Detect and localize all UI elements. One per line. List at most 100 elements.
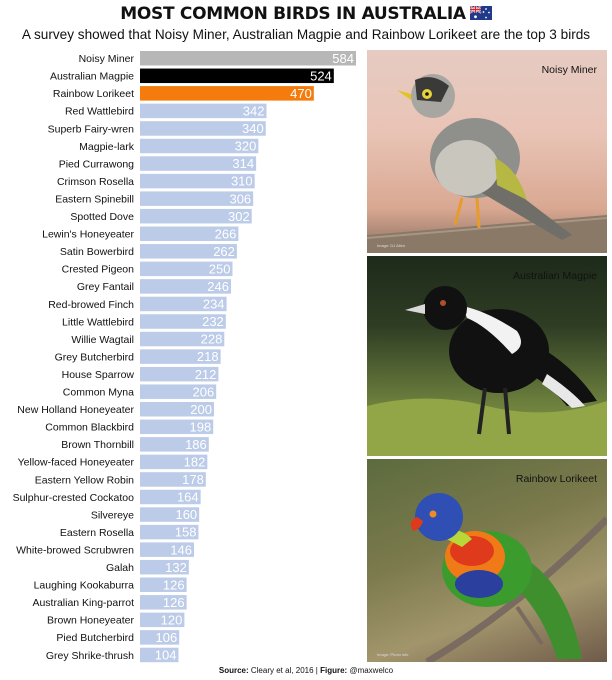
value-label: 232 xyxy=(202,314,224,329)
noisy-miner-illustration xyxy=(367,74,607,253)
category-label: Willie Wagtail xyxy=(71,334,134,346)
photo-label: Rainbow Lorikeet xyxy=(515,473,597,485)
category-label: Brown Thornbill xyxy=(61,439,134,451)
value-label: 182 xyxy=(184,455,206,470)
category-label: Galah xyxy=(106,562,134,574)
value-label: 262 xyxy=(213,244,235,259)
value-label: 198 xyxy=(190,419,212,434)
rainbow-lorikeet-illustration xyxy=(410,493,607,662)
australian-magpie-illustration xyxy=(367,286,607,456)
bar xyxy=(140,454,208,470)
bar xyxy=(140,51,356,66)
photo-credit: Image: DJ Allen xyxy=(377,243,406,248)
category-label: Silvereye xyxy=(91,509,134,521)
category-label: Pied Currawong xyxy=(59,158,134,170)
value-label: 306 xyxy=(229,191,251,206)
value-label: 160 xyxy=(175,507,197,522)
value-label: 302 xyxy=(228,209,250,224)
bar xyxy=(140,103,267,119)
bar xyxy=(140,595,187,610)
value-label: 250 xyxy=(209,261,231,276)
category-label: Spotted Dove xyxy=(70,211,134,223)
value-label: 120 xyxy=(161,612,183,627)
bar xyxy=(140,542,194,557)
value-label: 266 xyxy=(215,226,237,241)
bar xyxy=(140,577,187,592)
value-label: 200 xyxy=(190,402,212,417)
bar xyxy=(140,86,314,101)
category-label: Australian King-parrot xyxy=(32,597,134,609)
bar xyxy=(140,261,233,277)
bar xyxy=(140,612,185,628)
bar-chart: Noisy Miner 584 Australian Magpie 524 Rainbo… xyxy=(13,51,356,663)
value-label: 524 xyxy=(310,68,332,83)
photo-label: Australian Magpie xyxy=(512,270,597,282)
value-label: 310 xyxy=(231,174,253,189)
figure-text: @maxwelco xyxy=(347,666,394,675)
value-label: 234 xyxy=(203,297,225,312)
bar xyxy=(140,402,214,417)
value-label: 246 xyxy=(207,279,229,294)
value-label: 584 xyxy=(332,51,354,66)
bar xyxy=(140,419,214,435)
bar xyxy=(140,349,221,364)
value-label: 470 xyxy=(290,86,312,101)
bar xyxy=(140,489,201,505)
australian-magpie-photo: Australian Magpie xyxy=(367,256,607,456)
bar xyxy=(140,191,254,206)
value-label: 106 xyxy=(156,630,178,645)
category-label: Crimson Rosella xyxy=(57,176,134,188)
bar xyxy=(140,524,199,540)
value-label: 126 xyxy=(163,577,185,592)
category-label: Laughing Kookaburra xyxy=(34,580,135,592)
bar xyxy=(140,296,227,312)
bar xyxy=(140,331,225,347)
value-label: 164 xyxy=(177,490,199,505)
photo-label: Noisy Miner xyxy=(541,64,597,76)
bar xyxy=(140,226,239,241)
bar xyxy=(140,279,231,294)
chart-title: MOST COMMON BIRDS IN AUSTRALIA xyxy=(0,4,612,24)
bar xyxy=(140,314,226,329)
bar xyxy=(140,630,180,645)
bar xyxy=(140,121,266,136)
rainbow-lorikeet-photo: Rainbow Lorikeet Image: Photo info xyxy=(367,459,607,662)
value-label: 320 xyxy=(235,139,257,154)
bar xyxy=(140,384,217,399)
source-footer: Source: Cleary et al, 2016 | Figure: @ma… xyxy=(0,666,612,675)
source-text: Cleary et al, 2016 | xyxy=(248,666,321,675)
category-label: White-browed Scrubwren xyxy=(16,544,134,556)
category-label: Red-browed Finch xyxy=(48,299,134,311)
category-label: Magpie-lark xyxy=(79,141,135,153)
value-label: 126 xyxy=(163,595,185,610)
category-label: Little Wattlebird xyxy=(62,316,134,328)
category-label: Sulphur-crested Cockatoo xyxy=(13,492,135,504)
category-label: Pied Butcherbird xyxy=(56,632,134,644)
figure-label: Figure: xyxy=(320,666,348,675)
bar xyxy=(140,559,189,575)
category-label: Eastern Spinebill xyxy=(55,193,134,205)
bar xyxy=(140,208,252,224)
category-label: Grey Fantail xyxy=(77,281,134,293)
noisy-miner-photo: Noisy Miner Image: DJ Allen xyxy=(367,50,607,253)
value-label: 186 xyxy=(185,437,207,452)
category-label: Yellow-faced Honeyeater xyxy=(18,457,135,469)
bar xyxy=(140,366,219,382)
bar xyxy=(140,138,259,154)
chart-subtitle: A survey showed that Noisy Miner, Austra… xyxy=(21,27,591,42)
category-label: Noisy Miner xyxy=(79,53,135,65)
australian-flag-icon xyxy=(469,6,492,20)
bar xyxy=(140,507,200,522)
value-label: 132 xyxy=(165,560,187,575)
value-label: 206 xyxy=(192,384,214,399)
value-label: 314 xyxy=(232,156,254,171)
bar xyxy=(140,156,257,171)
category-label: House Sparrow xyxy=(62,369,135,381)
bar xyxy=(140,437,209,452)
category-label: Grey Shrike-thrush xyxy=(46,650,134,662)
value-label: 158 xyxy=(175,525,197,540)
value-label: 104 xyxy=(155,648,177,663)
category-label: Common Myna xyxy=(63,387,134,399)
category-label: Australian Magpie xyxy=(50,71,134,83)
bar xyxy=(140,647,179,663)
